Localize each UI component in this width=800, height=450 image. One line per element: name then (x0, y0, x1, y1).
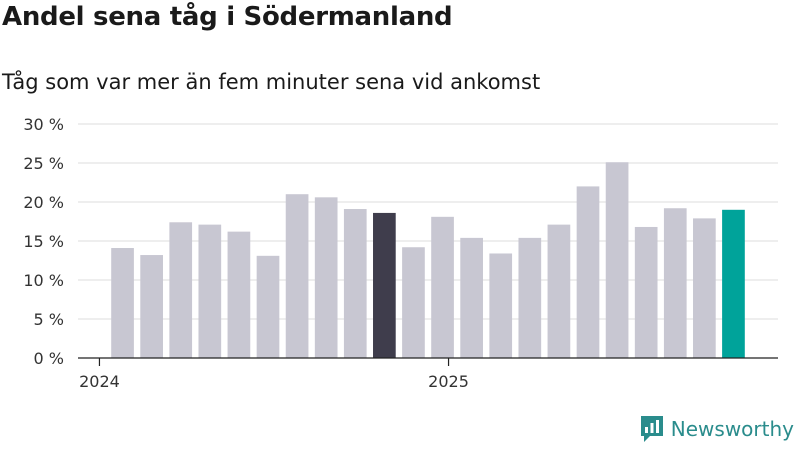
bar-2024-11[interactable] (402, 247, 425, 358)
y-tick-label: 5 % (34, 310, 64, 329)
chart-subtitle: Tåg som var mer än fem minuter sena vid … (2, 70, 541, 94)
y-tick-label: 30 % (23, 115, 64, 134)
bar-2024-05[interactable] (227, 231, 251, 358)
bar-2024-12[interactable] (431, 216, 454, 358)
y-tick-label: 15 % (23, 232, 64, 251)
bar-2024-08[interactable] (314, 197, 338, 358)
grid-lines (78, 123, 778, 320)
bar-2024-03[interactable] (169, 222, 193, 358)
bar-2025-09[interactable] (693, 218, 716, 358)
y-tick-label: 10 % (23, 271, 64, 290)
chart-title: Andel sena tåg i Södermanland (2, 2, 453, 32)
bar-2024-06[interactable] (256, 255, 280, 358)
bar-2025-02[interactable] (489, 253, 513, 358)
bar-2024-07[interactable] (285, 194, 309, 358)
x-tick-label: 2024 (79, 372, 120, 391)
bar-2025-07[interactable] (634, 226, 658, 358)
y-tick-label: 0 % (34, 349, 64, 368)
bar-2025-06[interactable] (605, 162, 629, 358)
y-tick-label: 20 % (23, 193, 64, 212)
bar-2025-04[interactable] (547, 224, 571, 358)
bar-2025-01[interactable] (460, 237, 483, 358)
brand-name: Newsworthy (670, 417, 794, 441)
bar-2025-05[interactable] (576, 186, 600, 358)
bar-2024-10[interactable] (373, 212, 396, 358)
bar-2025-08[interactable] (663, 208, 687, 358)
x-tick-label: 2025 (428, 372, 469, 391)
bar-2024-04[interactable] (198, 224, 222, 358)
x-axis: 2024 2025 (78, 357, 778, 391)
y-axis-labels: 0 % 5 % 10 % 15 % 20 % 25 % 30 % (23, 115, 64, 368)
bars (111, 162, 745, 358)
bar-2024-01[interactable] (111, 248, 134, 358)
bar-2024-02[interactable] (140, 255, 163, 358)
bar-2024-09[interactable] (343, 209, 367, 358)
newsworthy-logo-icon (640, 416, 663, 442)
bar-2025-10[interactable] (722, 209, 745, 358)
bar-2025-03[interactable] (518, 237, 542, 358)
y-tick-label: 25 % (23, 154, 64, 173)
brand[interactable]: Newsworthy (639, 414, 794, 444)
